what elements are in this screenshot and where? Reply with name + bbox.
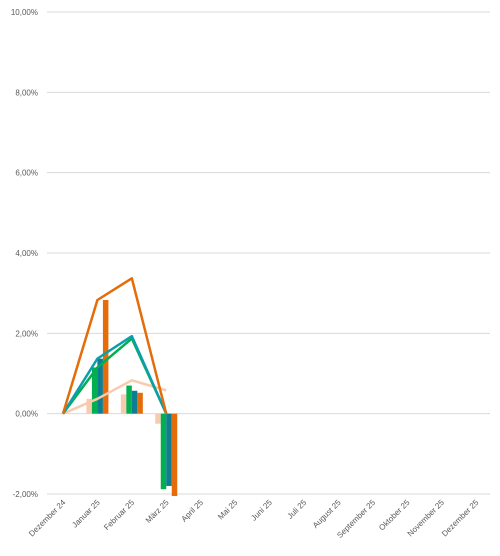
bar <box>126 385 132 414</box>
y-tick-label: -2,00% <box>13 490 38 499</box>
x-tick-label: Oktober 25 <box>377 498 412 533</box>
bar <box>91 367 98 414</box>
series-line <box>61 334 168 415</box>
x-tick-label: Januar 25 <box>70 498 102 530</box>
x-tick-label: Mai 25 <box>216 498 240 522</box>
y-tick-label: 10,00% <box>11 8 38 17</box>
bar <box>155 413 161 424</box>
bar <box>160 413 167 490</box>
bar <box>102 299 109 414</box>
y-tick-label: 6,00% <box>15 169 38 178</box>
bar <box>171 413 178 497</box>
x-tick-label: Februar 25 <box>102 498 136 532</box>
series-line <box>61 277 168 415</box>
x-tick-label: August 25 <box>311 498 343 530</box>
line-series <box>61 277 168 415</box>
bar <box>131 390 138 414</box>
bar-series <box>86 299 178 497</box>
y-tick-label: 8,00% <box>15 88 38 97</box>
x-tick-label: April 25 <box>180 498 206 524</box>
y-tick-label: 0,00% <box>15 410 38 419</box>
series-line <box>62 379 167 415</box>
x-tick-label: Dezember 25 <box>440 498 481 539</box>
y-axis-labels: 10,00% 8,00% 6,00% 4,00% 2,00% 0,00% -2,00% <box>11 8 38 499</box>
bar <box>86 398 92 414</box>
bar <box>120 394 127 414</box>
y-tick-label: 4,00% <box>15 249 38 258</box>
x-tick-label: Juni 25 <box>249 498 274 523</box>
x-tick-label: Dezember 24 <box>27 498 68 539</box>
x-axis-labels: Dezember 24 Januar 25 Februar 25 März 25 Apr… <box>27 498 481 540</box>
x-tick-label: Juli 25 <box>286 498 309 521</box>
bar <box>97 358 103 414</box>
y-tick-label: 2,00% <box>15 329 38 338</box>
bar <box>137 392 143 414</box>
grid-lines <box>47 11 490 495</box>
bar <box>166 413 172 486</box>
x-tick-label: März 25 <box>144 498 171 525</box>
